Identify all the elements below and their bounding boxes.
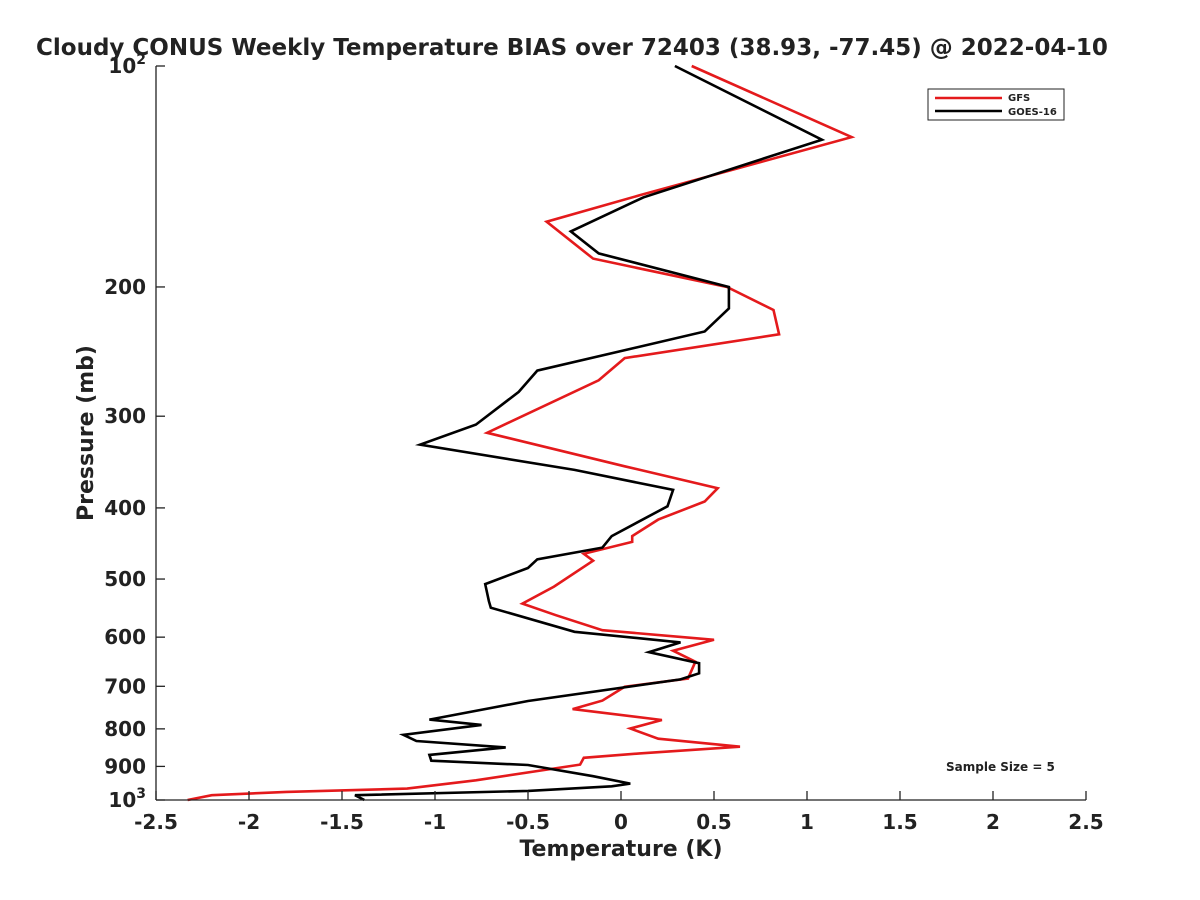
- legend: GFS GOES-16: [927, 88, 1065, 121]
- x-tick-label: -1.5: [320, 810, 364, 834]
- y-tick-label: 700: [104, 674, 146, 698]
- y-tick-label: 500: [104, 567, 146, 591]
- x-ticks: -2.5 -2 -1.5 -1 -0.5 0 0.5 1 1.5 2 2.5: [134, 791, 1104, 834]
- chart-title: Cloudy CONUS Weekly Temperature BIAS ove…: [36, 35, 1108, 61]
- legend-box: [927, 88, 1065, 121]
- y-tick-label: 800: [104, 717, 146, 741]
- y-tick-label: 900: [104, 754, 146, 778]
- legend-label-goes16: GOES-16: [1008, 107, 1057, 118]
- x-tick-label: -0.5: [506, 810, 550, 834]
- x-tick-label: -2.5: [134, 810, 178, 834]
- plot-area: [156, 66, 1086, 800]
- y-ticks: 102 200 300 400 500 600 700 800 900 103: [104, 52, 165, 812]
- y-tick-label: 200: [104, 275, 146, 299]
- y-tick-label: 103: [108, 786, 146, 812]
- series-line-gfs: [187, 64, 856, 802]
- y-axis-label: Pressure (mb): [74, 345, 99, 521]
- series-layer: [187, 64, 856, 802]
- y-tick-label: 102: [108, 52, 146, 78]
- y-tick-label: 600: [104, 625, 146, 649]
- x-axis-label: Temperature (K): [519, 837, 722, 862]
- sample-size-annotation: Sample Size = 5: [946, 760, 1055, 774]
- x-tick-label: 2.5: [1068, 810, 1103, 834]
- x-tick-label: 1: [800, 810, 814, 834]
- y-tick-label: 300: [104, 404, 146, 428]
- legend-label-gfs: GFS: [1008, 93, 1030, 104]
- x-tick-label: -1: [424, 810, 446, 834]
- x-tick-label: 1.5: [882, 810, 917, 834]
- x-tick-label: 2: [986, 810, 1000, 834]
- x-tick-label: 0: [614, 810, 628, 834]
- x-tick-label: -2: [238, 810, 260, 834]
- y-tick-label: 400: [104, 496, 146, 520]
- series-line-goes-16: [354, 64, 826, 802]
- x-tick-label: 0.5: [696, 810, 731, 834]
